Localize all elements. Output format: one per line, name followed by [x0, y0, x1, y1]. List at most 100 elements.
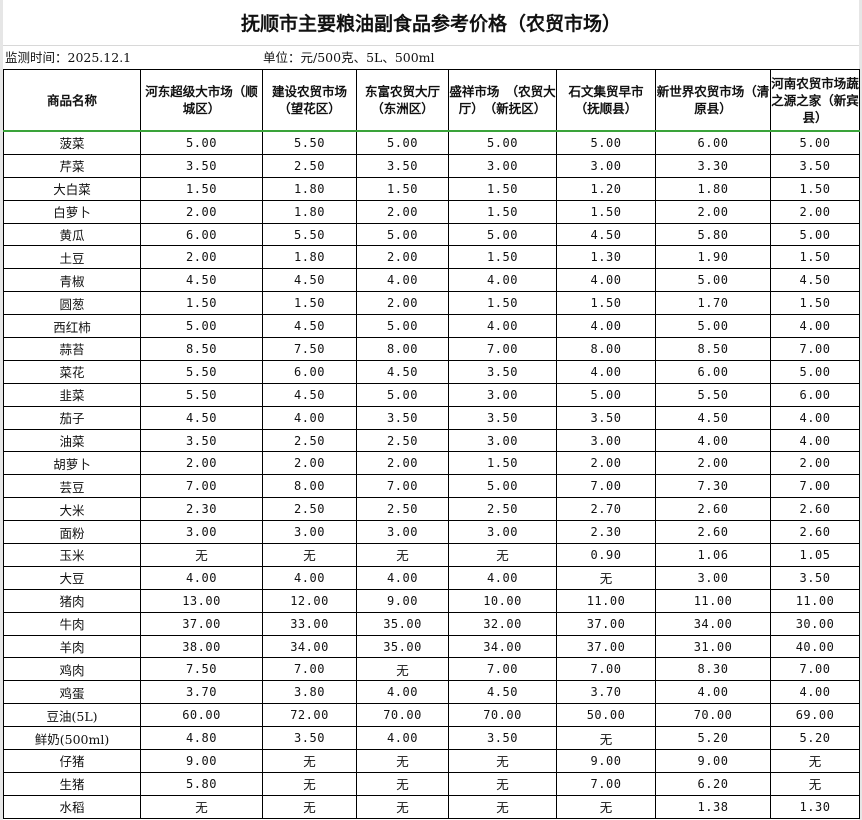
- price-cell[interactable]: 无: [356, 749, 449, 773]
- price-cell[interactable]: 3.50: [140, 153, 263, 178]
- price-cell[interactable]: 2.30: [556, 520, 656, 545]
- price-cell[interactable]: 1.70: [655, 291, 771, 316]
- price-cell[interactable]: 3.70: [140, 680, 263, 705]
- price-cell[interactable]: 5.00: [140, 129, 263, 155]
- price-cell[interactable]: 无: [448, 543, 557, 567]
- price-cell[interactable]: 5.00: [770, 129, 860, 155]
- column-header[interactable]: 盛祥市场 （农贸大厅） （新抚区）: [448, 69, 557, 132]
- price-cell[interactable]: 4.00: [655, 428, 771, 453]
- price-cell[interactable]: 无: [140, 794, 263, 819]
- price-cell[interactable]: 12.00: [262, 588, 357, 613]
- price-cell[interactable]: 2.50: [262, 153, 357, 178]
- price-cell[interactable]: 6.20: [655, 771, 771, 796]
- price-cell[interactable]: 7.00: [770, 474, 860, 499]
- product-name-cell[interactable]: 鸡蛋: [3, 680, 141, 705]
- price-cell[interactable]: 9.00: [556, 749, 656, 773]
- price-cell[interactable]: 1.05: [770, 543, 860, 567]
- price-cell[interactable]: 2.50: [448, 497, 557, 522]
- price-cell[interactable]: 1.50: [140, 291, 263, 316]
- price-cell[interactable]: 4.50: [655, 405, 771, 430]
- price-cell[interactable]: 5.00: [556, 129, 656, 155]
- price-cell[interactable]: 1.50: [448, 291, 557, 316]
- price-cell[interactable]: 5.80: [655, 222, 771, 247]
- price-cell[interactable]: 4.00: [448, 565, 557, 590]
- price-cell[interactable]: 3.00: [448, 153, 557, 178]
- price-cell[interactable]: 5.00: [140, 314, 263, 339]
- price-cell[interactable]: 30.00: [770, 611, 860, 636]
- price-cell[interactable]: 2.00: [356, 291, 449, 316]
- price-cell[interactable]: 4.00: [356, 726, 449, 751]
- price-cell[interactable]: 无: [262, 749, 357, 773]
- price-cell[interactable]: 2.00: [655, 199, 771, 224]
- price-cell[interactable]: 1.80: [262, 199, 357, 224]
- price-cell[interactable]: 1.30: [770, 794, 860, 819]
- product-name-cell[interactable]: 油菜: [3, 428, 141, 453]
- price-cell[interactable]: 1.50: [448, 451, 557, 476]
- price-cell[interactable]: 3.70: [556, 680, 656, 705]
- product-name-cell[interactable]: 鸡肉: [3, 657, 141, 682]
- price-cell[interactable]: 5.00: [655, 314, 771, 339]
- price-cell[interactable]: 2.00: [356, 451, 449, 476]
- price-cell[interactable]: 4.00: [140, 565, 263, 590]
- price-cell[interactable]: 6.00: [262, 359, 357, 384]
- price-cell[interactable]: 4.50: [448, 680, 557, 705]
- price-cell[interactable]: 8.00: [262, 474, 357, 499]
- price-cell[interactable]: 34.00: [448, 634, 557, 659]
- product-name-cell[interactable]: 仔猪: [3, 749, 141, 773]
- price-cell[interactable]: 无: [556, 565, 656, 590]
- price-cell[interactable]: 4.00: [556, 314, 656, 339]
- price-cell[interactable]: 3.00: [448, 428, 557, 453]
- price-cell[interactable]: 4.50: [262, 268, 357, 293]
- price-cell[interactable]: 70.00: [356, 703, 449, 728]
- price-cell[interactable]: 4.50: [262, 382, 357, 407]
- price-cell[interactable]: 3.00: [140, 520, 263, 545]
- price-cell[interactable]: 4.50: [262, 314, 357, 339]
- price-cell[interactable]: 1.50: [448, 176, 557, 201]
- column-header[interactable]: 新世界农贸市场（清原县）: [655, 69, 771, 132]
- product-name-cell[interactable]: 面粉: [3, 520, 141, 545]
- price-cell[interactable]: 33.00: [262, 611, 357, 636]
- product-name-cell[interactable]: 青椒: [3, 268, 141, 293]
- price-cell[interactable]: 4.00: [556, 268, 656, 293]
- price-cell[interactable]: 37.00: [556, 611, 656, 636]
- price-cell[interactable]: 1.50: [556, 291, 656, 316]
- price-cell[interactable]: 无: [448, 749, 557, 773]
- price-cell[interactable]: 2.30: [140, 497, 263, 522]
- price-cell[interactable]: 1.50: [448, 245, 557, 270]
- price-cell[interactable]: 3.80: [262, 680, 357, 705]
- price-cell[interactable]: 2.50: [356, 497, 449, 522]
- price-cell[interactable]: 4.00: [448, 314, 557, 339]
- price-cell[interactable]: 2.00: [356, 199, 449, 224]
- price-cell[interactable]: 4.00: [356, 565, 449, 590]
- price-cell[interactable]: 2.00: [262, 451, 357, 476]
- price-cell[interactable]: 37.00: [556, 634, 656, 659]
- price-cell[interactable]: 3.50: [448, 405, 557, 430]
- price-cell[interactable]: 2.60: [655, 497, 771, 522]
- price-cell[interactable]: 8.00: [556, 337, 656, 361]
- price-cell[interactable]: 2.00: [770, 451, 860, 476]
- price-cell[interactable]: 69.00: [770, 703, 860, 728]
- price-cell[interactable]: 4.00: [770, 314, 860, 339]
- price-cell[interactable]: 32.00: [448, 611, 557, 636]
- price-cell[interactable]: 5.50: [140, 359, 263, 384]
- price-cell[interactable]: 7.00: [262, 657, 357, 682]
- price-cell[interactable]: 2.00: [140, 451, 263, 476]
- price-cell[interactable]: 4.50: [140, 405, 263, 430]
- column-header[interactable]: 石文集贸早市（抚顺县）: [556, 69, 656, 132]
- price-cell[interactable]: 7.50: [140, 657, 263, 682]
- product-name-cell[interactable]: 蒜苔: [3, 337, 141, 361]
- price-cell[interactable]: 3.30: [655, 153, 771, 178]
- price-cell[interactable]: 7.00: [448, 337, 557, 361]
- price-cell[interactable]: 5.20: [655, 726, 771, 751]
- price-cell[interactable]: 1.80: [262, 176, 357, 201]
- price-cell[interactable]: 3.00: [356, 520, 449, 545]
- price-cell[interactable]: 5.00: [356, 222, 449, 247]
- price-cell[interactable]: 1.38: [655, 794, 771, 819]
- price-cell[interactable]: 2.60: [770, 520, 860, 545]
- price-cell[interactable]: 5.20: [770, 726, 860, 751]
- price-cell[interactable]: 4.50: [770, 268, 860, 293]
- price-cell[interactable]: 1.30: [556, 245, 656, 270]
- price-cell[interactable]: 2.50: [356, 428, 449, 453]
- price-cell[interactable]: 9.00: [140, 749, 263, 773]
- product-name-cell[interactable]: 茄子: [3, 405, 141, 430]
